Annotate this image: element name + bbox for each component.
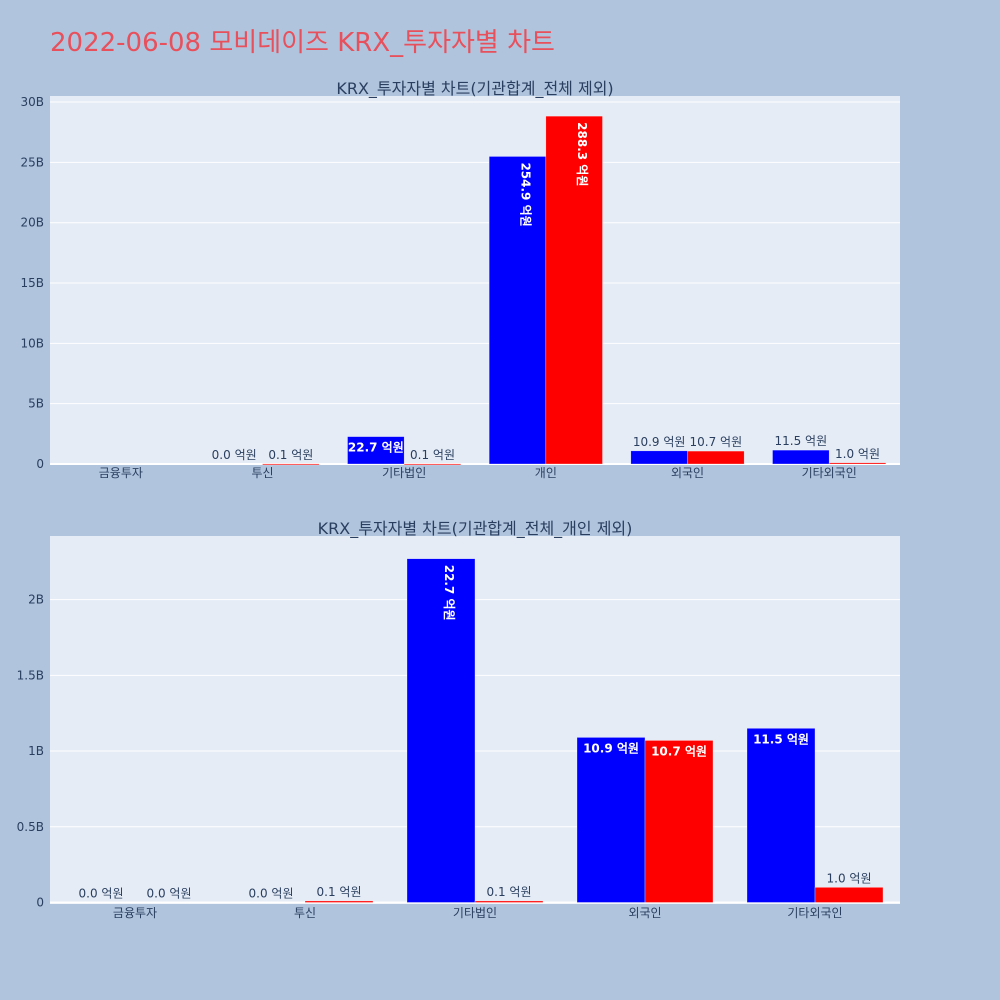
- data-label: 0.1 억원: [268, 448, 313, 462]
- data-label: 10.7 억원: [690, 435, 743, 449]
- data-label: 22.7 억원: [442, 565, 456, 621]
- chart-top: 0 5B 10B 15B 20B 25B 30B KRX_투자자별 차트(기관합계_전체 제외…: [20, 79, 900, 480]
- data-label: 254.9 억원: [519, 162, 533, 226]
- y-tick-label: 25B: [20, 155, 44, 169]
- page-title: 2022-06-08 모비데이즈 KRX_투자자별 차트: [50, 28, 555, 58]
- x-tick-label: 개인: [535, 466, 557, 480]
- chart-subtitle: KRX_투자자별 차트(기관합계_전체 제외): [336, 79, 613, 99]
- bar: [406, 558, 476, 903]
- bar: [403, 463, 462, 466]
- x-tick-label: 투신: [251, 466, 273, 480]
- y-tick-label: 15B: [20, 276, 44, 290]
- bar: [262, 463, 320, 466]
- x-tick-label: 금융투자: [99, 466, 143, 480]
- bar: [304, 900, 374, 903]
- data-label: 0.1 억원: [317, 885, 362, 899]
- data-label: 11.5 억원: [753, 732, 809, 746]
- chart-subtitle: KRX_투자자별 차트(기관합계_전체_개인 제외): [318, 519, 633, 539]
- bar: [644, 740, 714, 903]
- bar: [576, 737, 646, 903]
- x-tick-label: 기타외국인: [787, 906, 842, 920]
- data-label: 0.0 억원: [212, 448, 257, 462]
- data-label: 10.9 억원: [633, 435, 686, 449]
- bar: [630, 450, 688, 465]
- data-label: 0.1 억원: [410, 448, 455, 462]
- bar: [347, 436, 405, 465]
- x-tick-label: 투신: [294, 906, 316, 920]
- bar: [746, 728, 816, 903]
- y-tick-label: 5B: [28, 397, 44, 411]
- x-tick-label: 외국인: [671, 466, 704, 480]
- data-label: 10.7 억원: [651, 744, 707, 758]
- y-tick-label: 2B: [28, 593, 44, 607]
- data-label: 0.0 억원: [147, 886, 192, 900]
- bar: [828, 462, 887, 465]
- y-tick-label: 0: [36, 895, 44, 909]
- bar: [687, 450, 745, 465]
- y-tick-label: 20B: [20, 216, 44, 230]
- chart-bottom: 0 0.5B 1B 1.5B 2B KRX_투자자별 차트(기관합계_전체_개인 제외) 금…: [17, 519, 900, 920]
- bar: [545, 115, 603, 465]
- bar: [488, 156, 547, 465]
- x-tick-label: 기타외국인: [802, 466, 857, 480]
- y-tick-label: 30B: [20, 95, 44, 109]
- data-label: 0.0 억원: [249, 886, 294, 900]
- y-tick-label: 10B: [20, 336, 44, 350]
- data-label: 1.0 억원: [835, 447, 880, 461]
- data-label: 10.9 억원: [583, 741, 639, 755]
- bar: [772, 449, 830, 465]
- y-tick-label: 0.5B: [17, 820, 44, 834]
- y-tick-label: 1B: [28, 744, 44, 758]
- x-tick-label: 기타법인: [453, 906, 497, 920]
- data-label: 1.0 억원: [827, 871, 872, 885]
- y-tick-label: 1.5B: [17, 668, 44, 682]
- data-label: 288.3 억원: [575, 122, 589, 186]
- y-tick-label: 0: [36, 457, 44, 471]
- x-tick-label: 외국인: [628, 906, 661, 920]
- data-label: 0.0 억원: [79, 886, 124, 900]
- data-label: 11.5 억원: [775, 434, 828, 448]
- x-tick-label: 금융투자: [113, 906, 157, 920]
- x-tick-label: 기타법인: [382, 466, 426, 480]
- data-label: 22.7 억원: [348, 441, 404, 455]
- data-label: 0.1 억원: [487, 885, 532, 899]
- bar: [474, 900, 544, 903]
- bar: [814, 887, 884, 903]
- plot-area: [50, 96, 900, 464]
